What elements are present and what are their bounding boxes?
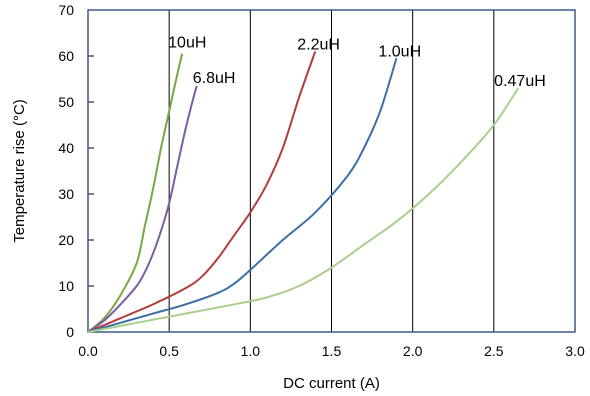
y-tick-label: 60 xyxy=(58,48,74,64)
series-label: 0.47uH xyxy=(494,73,546,90)
series-label: 10uH xyxy=(168,35,206,52)
series-label: 6.8uH xyxy=(193,70,236,87)
x-axis-label: DC current (A) xyxy=(283,375,380,392)
series-line-68uh xyxy=(87,85,198,333)
y-axis-ticks: 0 10 20 30 40 50 60 70 xyxy=(58,2,74,340)
x-tick-label: 2.0 xyxy=(403,343,423,359)
series-lines xyxy=(87,51,520,333)
x-tick-label: 0.5 xyxy=(159,343,179,359)
series-line-047uh xyxy=(87,87,520,333)
y-tick-label: 10 xyxy=(58,278,74,294)
y-tick-label: 50 xyxy=(58,94,74,110)
y-tick-label: 30 xyxy=(58,186,74,202)
y-tick-label: 70 xyxy=(58,2,74,18)
grid xyxy=(87,9,576,333)
x-tick-label: 1.5 xyxy=(322,343,342,359)
x-tick-label: 0.0 xyxy=(78,343,98,359)
y-tick-label: 0 xyxy=(66,324,74,340)
plot-frame xyxy=(87,9,576,333)
y-tick-label: 20 xyxy=(58,232,74,248)
series-label: 1.0uH xyxy=(378,43,421,60)
x-tick-label: 3.0 xyxy=(565,343,585,359)
series-line-22uh xyxy=(87,51,317,333)
y-axis-label: Temperature rise (°C) xyxy=(11,99,28,243)
x-tick-label: 2.5 xyxy=(484,343,504,359)
series-label: 2.2uH xyxy=(297,36,340,53)
series-line-10uh xyxy=(87,53,184,333)
x-axis-ticks: 0.0 0.5 1.0 1.5 2.0 2.5 3.0 xyxy=(78,343,585,359)
y-tick-label: 40 xyxy=(58,140,74,156)
series-labels: 10uH 6.8uH 2.2uH 1.0uH 0.47uH xyxy=(168,35,546,90)
x-tick-label: 1.0 xyxy=(241,343,261,359)
series-line-10uh xyxy=(87,58,398,333)
